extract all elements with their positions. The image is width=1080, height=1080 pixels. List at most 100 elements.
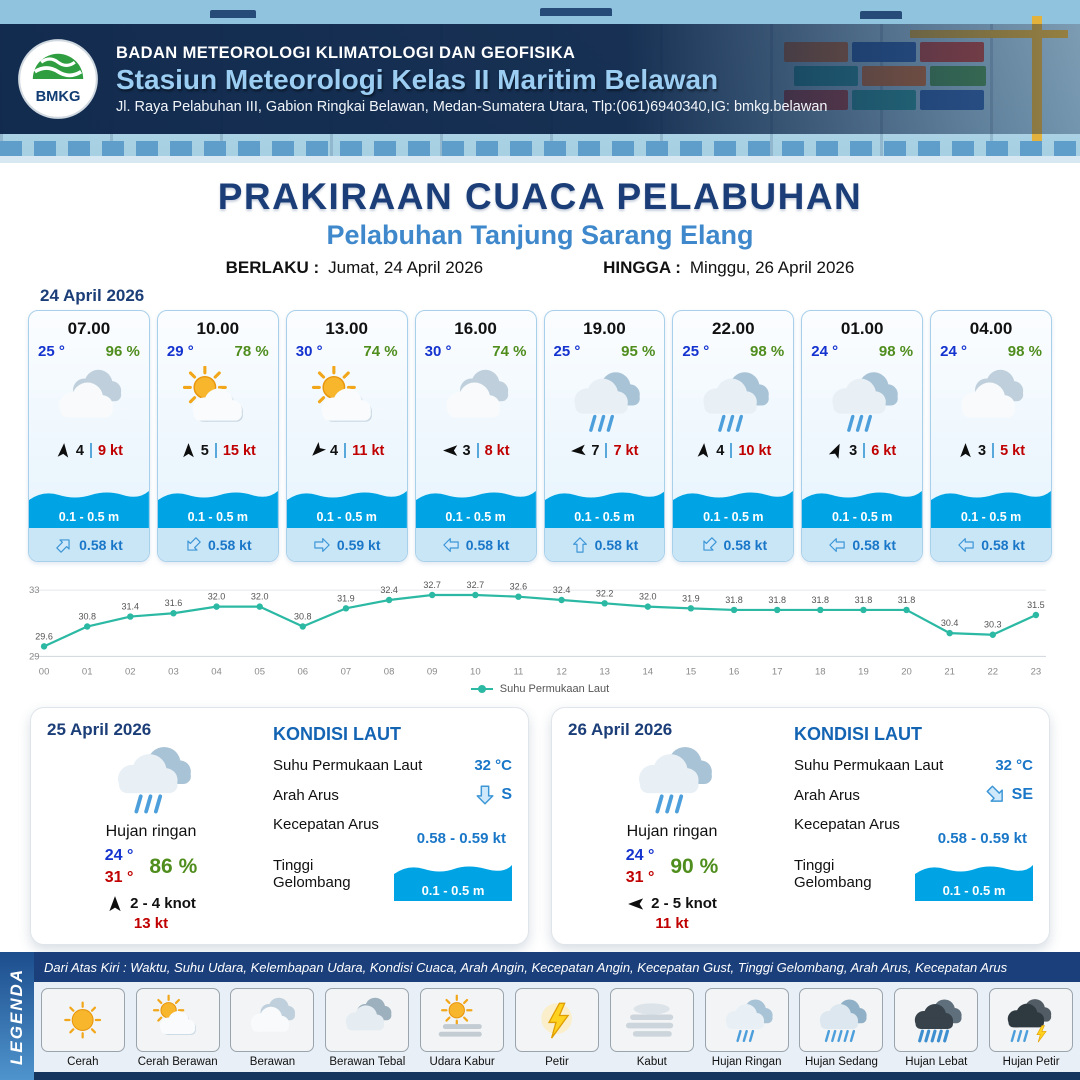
air-temperature: 29 °: [166, 343, 194, 360]
svg-text:32.7: 32.7: [423, 580, 441, 590]
humidity: 74 %: [492, 343, 527, 360]
weather-icon: [29, 360, 149, 442]
svg-text:18: 18: [815, 666, 826, 677]
gust-speed: 15 kt: [222, 442, 256, 459]
wind-speed: 4: [716, 442, 725, 459]
weather-icon: [416, 360, 536, 442]
legend-item-label: Petir: [545, 1056, 569, 1068]
svg-text:31.4: 31.4: [122, 602, 140, 612]
legend-item-label: Cerah: [67, 1056, 99, 1068]
legend-title: LEGENDA: [0, 952, 34, 1080]
current-direction-label: Arah Arus: [273, 786, 339, 804]
wave-icon: [802, 491, 923, 528]
current-speed: 0.59 kt: [336, 536, 381, 553]
current-row: 0.58 kt: [29, 528, 149, 561]
gust-speed: 9 kt: [97, 442, 123, 459]
current-row: 0.58 kt: [931, 528, 1051, 561]
min-temperature: 24 °: [625, 847, 655, 865]
daily-condition: Hujan ringan: [105, 823, 197, 841]
svg-text:13: 13: [599, 666, 610, 677]
weather-icon: [158, 360, 278, 442]
wind-speed: 3: [978, 442, 987, 459]
wave-height: 0.1 - 0.5 m: [960, 510, 1022, 524]
current-direction-label: Arah Arus: [794, 786, 860, 804]
legend-marker: [470, 685, 493, 694]
forecast-time: 01.00: [840, 319, 884, 338]
wave-height: 0.1 - 0.5 m: [703, 510, 764, 524]
header-band: [0, 24, 1080, 134]
weather-icon: [287, 360, 407, 442]
svg-text:15: 15: [686, 666, 697, 677]
wind-row: 3 8 kt: [416, 442, 536, 465]
forecast-card: 13.00 30 ° 74 % 4 11 kt 0.1 - 0.5 m 0.59: [285, 310, 408, 562]
legend-item: Berawan: [226, 988, 318, 1068]
current-speed-value: 0.58 - 0.59 kt: [416, 830, 506, 848]
wave-height: 0.1 - 0.5 m: [58, 510, 120, 524]
current-direction-icon: [180, 532, 205, 557]
svg-text:20: 20: [901, 666, 912, 677]
daily-wave-height: 0.1 - 0.5 m: [942, 883, 1006, 899]
forecast-time: 07.00: [67, 319, 111, 338]
wind-speed: 5: [200, 442, 209, 459]
air-temperature: 30 °: [295, 343, 323, 360]
weather-icon: [802, 360, 922, 442]
daily-forecast-card: 25 April 2026 Hujan ringan 24 ° 31 ° 86 …: [30, 707, 529, 946]
weather-icon: [673, 360, 793, 442]
divider: [214, 443, 217, 458]
legend-icon: [609, 988, 694, 1052]
svg-text:11: 11: [513, 666, 523, 677]
legend-item-label: Berawan: [249, 1056, 296, 1068]
wind-direction-icon: [180, 442, 197, 459]
wave-icon: [415, 491, 536, 528]
valid-to-value: Minggu, 26 April 2026: [689, 258, 855, 277]
svg-text:14: 14: [643, 666, 654, 677]
humidity: 74 %: [363, 343, 398, 360]
daily-wind-range: 2 - 4 knot: [130, 895, 196, 913]
daily-humidity: 90 %: [670, 855, 719, 879]
ship-icon: [210, 10, 256, 18]
svg-text:32.2: 32.2: [596, 588, 614, 598]
forecast-card: 01.00 24 ° 98 % 3 6 kt 0.1 - 0.5 m 0.58: [801, 310, 924, 562]
legend-icon: [325, 988, 410, 1052]
legend-icon: [799, 988, 884, 1052]
daily-gust: 13 kt: [133, 914, 169, 932]
legend-item-label: Udara Kabur: [429, 1056, 495, 1068]
legend-item-label: Hujan Sedang: [805, 1056, 878, 1068]
ship-icon: [860, 11, 902, 19]
weather-icon: [931, 360, 1051, 442]
current-row: 0.59 kt: [286, 528, 407, 561]
wind-direction-icon: [695, 441, 713, 459]
legend-item: Udara Kabur: [416, 988, 508, 1068]
bmkg-logo: BMKG: [16, 37, 100, 121]
gust-speed: 8 kt: [484, 442, 510, 459]
svg-text:32.6: 32.6: [510, 582, 528, 592]
air-temperature: 25 °: [38, 343, 65, 360]
svg-text:30.3: 30.3: [984, 620, 1002, 630]
svg-text:32.7: 32.7: [467, 580, 485, 590]
max-temperature: 31 °: [104, 869, 134, 887]
svg-text:31.8: 31.8: [725, 595, 743, 605]
svg-text:10: 10: [470, 666, 481, 677]
legend-items: Cerah Cerah Berawan Berawan Berawan Teba…: [34, 982, 1080, 1072]
daily-weather-icon: [99, 740, 203, 823]
current-direction-icon: [696, 532, 721, 557]
current-speed-label: Kecepatan Arus: [794, 816, 900, 834]
header-banner: BMKG BADAN METEOROLOGI KLIMATOLOGI DAN G…: [0, 0, 1080, 163]
legend-note: Dari Atas Kiri : Waktu, Suhu Udara, Kele…: [34, 952, 1080, 982]
max-temperature: 31 °: [625, 869, 655, 887]
forecast-time: 10.00: [196, 319, 240, 338]
legend-label: Suhu Permukaan Laut: [499, 683, 610, 696]
daily-forecast-row: 25 April 2026 Hujan ringan 24 ° 31 ° 86 …: [30, 707, 1050, 946]
wave-height-box: 0.1 - 0.5 m: [394, 857, 512, 902]
wave-height: 0.1 - 0.5 m: [187, 510, 249, 524]
wind-direction-icon: [54, 441, 72, 459]
current-direction-icon: [442, 536, 460, 554]
hourly-forecast-row: 07.00 25 ° 96 % 4 9 kt 0.1 - 0.5 m 0.58: [28, 310, 1052, 562]
min-temperature: 24 °: [104, 847, 134, 865]
humidity: 96 %: [105, 343, 140, 360]
current-direction-icon: [474, 784, 496, 806]
divider: [605, 443, 608, 458]
svg-text:31.8: 31.8: [812, 595, 830, 605]
wave-height: 0.1 - 0.5 m: [445, 510, 506, 524]
forecast-time: 04.00: [969, 319, 1013, 338]
